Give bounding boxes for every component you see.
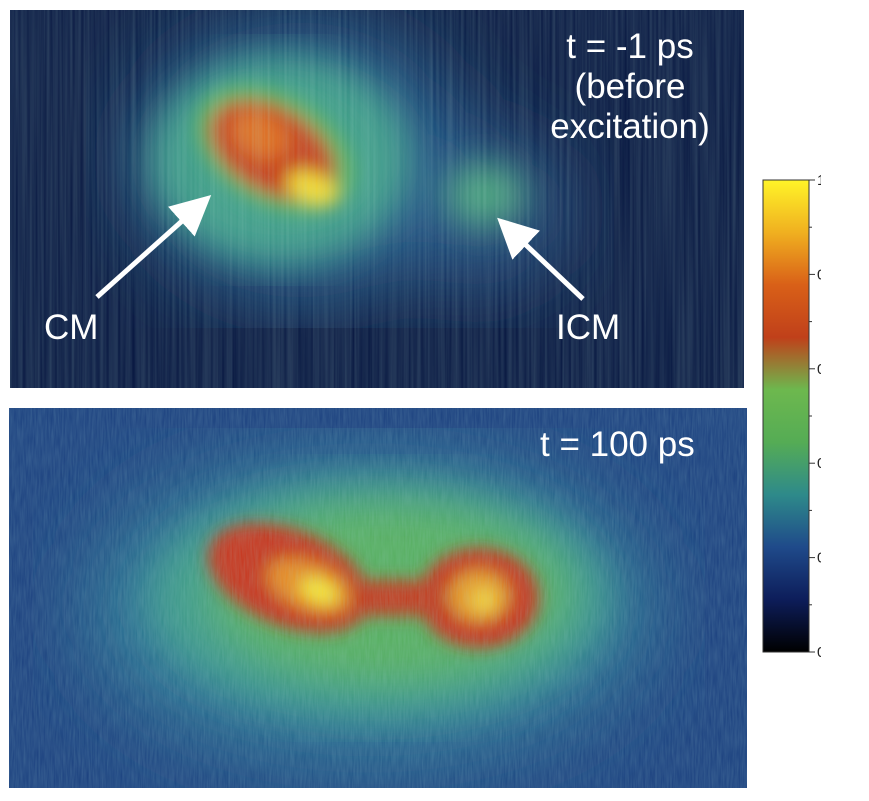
colorbar-tick-label: 0.8 [817,266,821,283]
top-time-sub2: excitation) [550,107,710,146]
cm-label: CM [44,308,99,347]
colorbar-tick-label: 0.4 [817,455,821,472]
top-time-sub1: (before [574,67,686,106]
colorbar-gradient [762,179,810,653]
bottom-time-label: t = 100 ps [540,425,695,464]
heatmap-top-image [10,10,744,388]
colorbar-tick-label: 0.6 [817,361,821,378]
top-time-label: t = -1 ps (before excitation) [535,27,725,147]
colorbar-tick-label: 0.0 [817,644,821,659]
colorbar-tick-label: 1.0 [817,175,821,189]
heatmap-panel-bottom [9,408,747,788]
heatmap-bottom-image [9,408,747,788]
colorbar: 1.0 0.8 0.6 0.4 0.2 0.0 [762,175,821,659]
icm-label: ICM [556,308,621,347]
colorbar-ticks: 1.0 0.8 0.6 0.4 0.2 0.0 [809,175,821,659]
heatmap-panel-top [10,10,744,388]
colorbar-tick-label: 0.2 [817,550,821,567]
top-time-main: t = -1 ps [566,27,694,66]
